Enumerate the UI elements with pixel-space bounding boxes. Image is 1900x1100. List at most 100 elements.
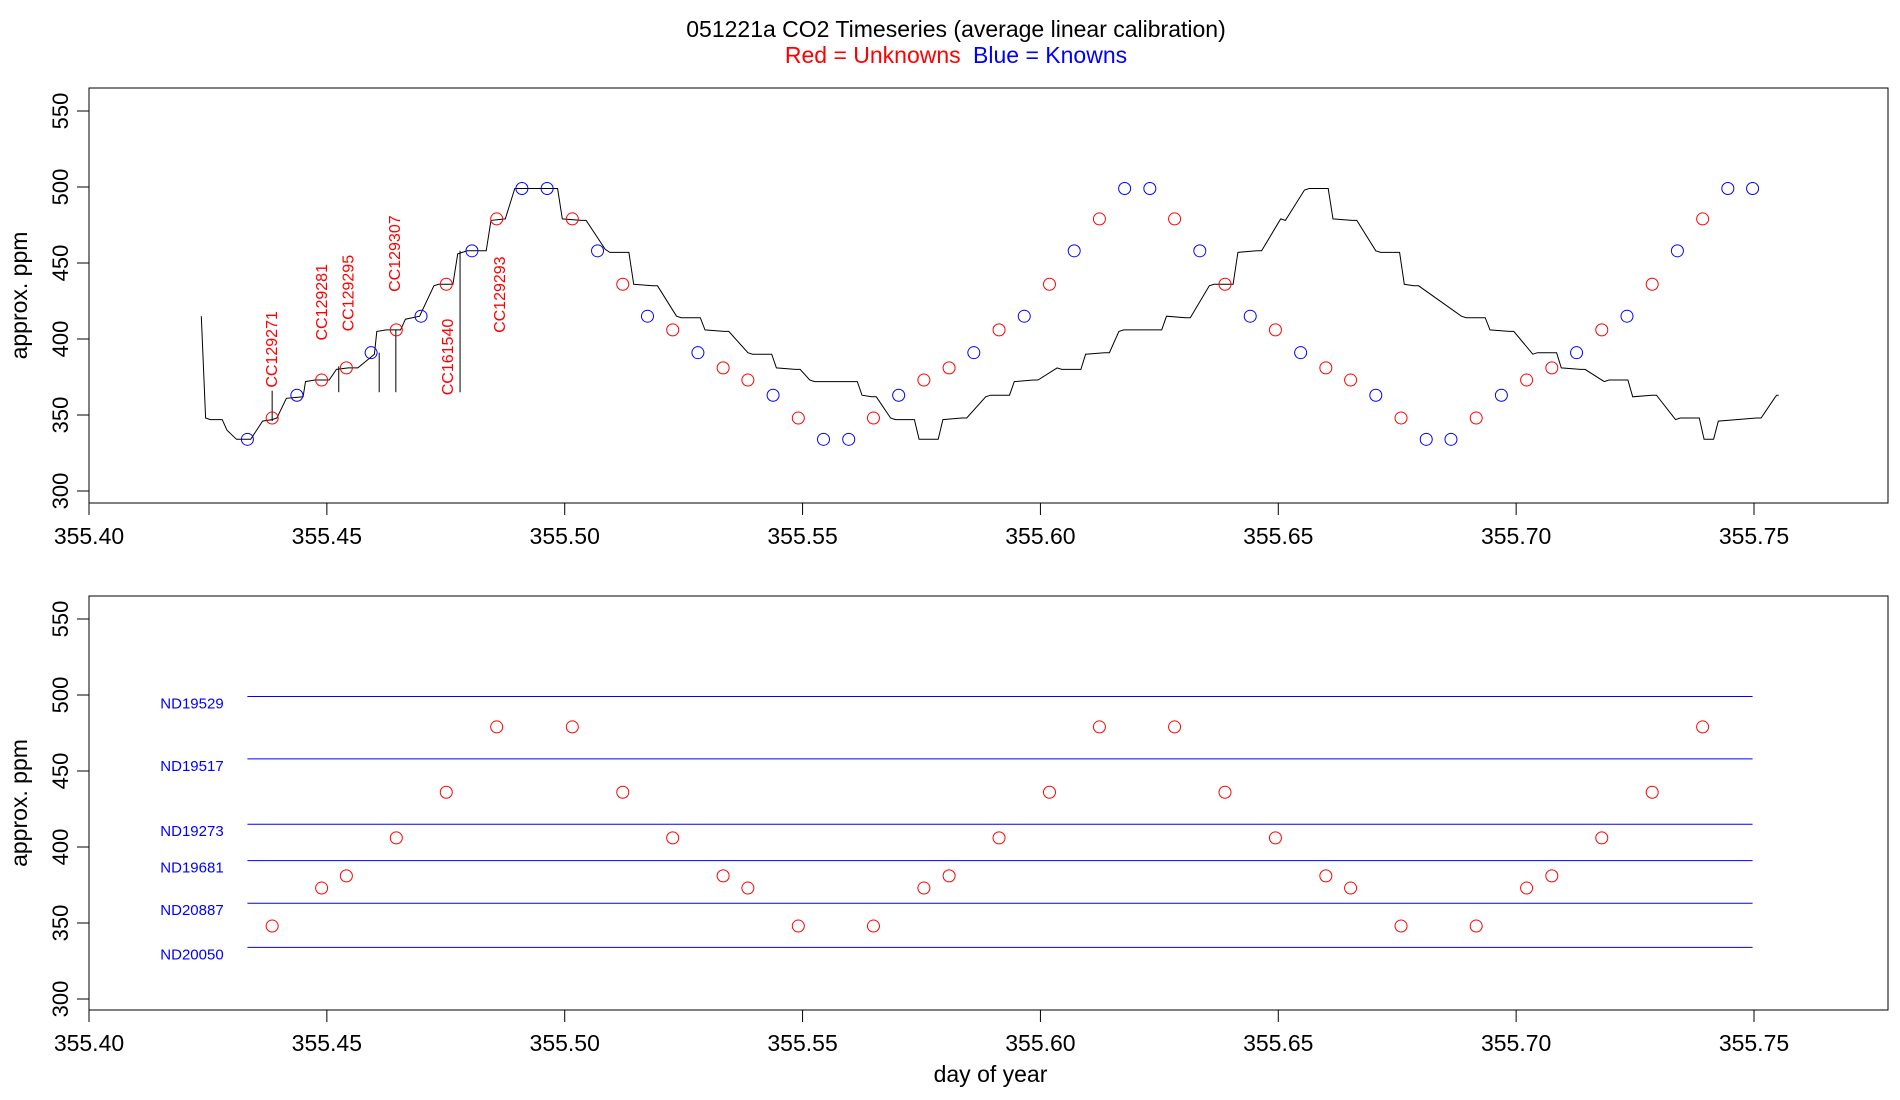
- unknown-point: [917, 881, 931, 895]
- known-point: [1570, 346, 1584, 360]
- unknown-point: [265, 919, 279, 933]
- unknown-point: [389, 831, 403, 845]
- unknown-point: [490, 212, 504, 226]
- known-point: [892, 388, 906, 402]
- known-reference-label: ND19681: [160, 860, 223, 877]
- unknown-point: [942, 869, 956, 883]
- unknown-point: [339, 869, 353, 883]
- x-tick-label: 355.40: [54, 523, 124, 549]
- unknown-point: [1092, 720, 1106, 734]
- known-point: [1243, 309, 1257, 323]
- unknown-point: [1469, 411, 1483, 425]
- known-point: [1746, 182, 1760, 196]
- unknown-point: [716, 869, 730, 883]
- unknown-point: [992, 323, 1006, 337]
- unknown-point: [1696, 212, 1710, 226]
- unknown-point: [992, 831, 1006, 845]
- y-tick-label: 350: [48, 905, 73, 942]
- unknown-point: [942, 361, 956, 375]
- sample-id-annotation: CC161540: [440, 319, 457, 396]
- unknown-point: [866, 411, 880, 425]
- figure-title: 051221a CO2 Timeseries (average linear c…: [686, 16, 1226, 42]
- x-tick-label: 355.55: [767, 523, 837, 549]
- known-reference-label: ND19529: [160, 696, 223, 713]
- x-tick-label: 355.75: [1719, 523, 1789, 549]
- known-point: [540, 182, 554, 196]
- figure-legend-subtitle: Red = Unknowns Blue = Knowns: [785, 42, 1127, 68]
- unknown-point: [1595, 831, 1609, 845]
- known-point: [240, 432, 254, 446]
- known-point: [691, 346, 705, 360]
- unknown-point: [490, 720, 504, 734]
- unknown-point: [666, 831, 680, 845]
- known-point: [1017, 309, 1031, 323]
- known-point: [766, 388, 780, 402]
- known-point: [465, 244, 479, 258]
- sample-id-annotation: CC129307: [387, 215, 404, 292]
- unknown-point: [917, 373, 931, 387]
- known-point: [967, 346, 981, 360]
- known-point: [842, 432, 856, 446]
- y-axis-label: approx. ppm: [6, 232, 32, 360]
- unknown-point: [339, 361, 353, 375]
- known-point: [1620, 309, 1634, 323]
- unknown-point: [1469, 919, 1483, 933]
- unknown-point: [1042, 277, 1056, 291]
- unknown-point: [1218, 277, 1232, 291]
- unknown-point: [1344, 373, 1358, 387]
- known-point: [364, 346, 378, 360]
- unknown-point: [1520, 881, 1534, 895]
- y-axis-label: approx. ppm: [6, 739, 32, 867]
- known-reference-label: ND19517: [160, 758, 223, 775]
- unknown-point: [389, 323, 403, 337]
- unknown-point: [1394, 919, 1408, 933]
- unknown-point: [315, 373, 329, 387]
- unknown-point: [1042, 785, 1056, 799]
- known-point: [1670, 244, 1684, 258]
- y-tick-label: 300: [48, 981, 73, 1018]
- legend-unknowns: Red = Unknowns: [785, 42, 961, 68]
- y-tick-label: 450: [48, 245, 73, 282]
- unknown-point: [1394, 411, 1408, 425]
- unknown-point: [1268, 831, 1282, 845]
- unknown-point: [791, 411, 805, 425]
- unknown-point: [265, 411, 279, 425]
- legend-knowns: Blue = Knowns: [973, 42, 1127, 68]
- x-tick-label: 355.75: [1719, 1030, 1789, 1056]
- unknown-point: [1268, 323, 1282, 337]
- unknown-point: [565, 720, 579, 734]
- x-tick-label: 355.55: [767, 1030, 837, 1056]
- known-point: [1419, 432, 1433, 446]
- y-tick-label: 450: [48, 753, 73, 790]
- unknown-point: [1168, 720, 1182, 734]
- known-point: [1494, 388, 1508, 402]
- y-tick-label: 500: [48, 169, 73, 206]
- unknown-point: [1344, 881, 1358, 895]
- y-tick-label: 400: [48, 321, 73, 358]
- plot-frame: [88, 87, 1889, 504]
- unknown-point: [1595, 323, 1609, 337]
- known-point: [1721, 182, 1735, 196]
- x-tick-label: 355.50: [530, 523, 600, 549]
- unknown-point: [741, 373, 755, 387]
- bottom-panel-unknowns-vs-knowns: 300 350 400 450 500 550 approx. ppm 355.40 355.4…: [6, 595, 1889, 1087]
- known-point: [1193, 244, 1207, 258]
- known-point: [1118, 182, 1132, 196]
- unknown-point: [741, 881, 755, 895]
- x-tick-label: 355.65: [1243, 1030, 1313, 1056]
- known-point: [640, 309, 654, 323]
- unknown-point: [1696, 720, 1710, 734]
- y-tick-label: 500: [48, 677, 73, 714]
- x-tick-label: 355.60: [1005, 523, 1075, 549]
- x-tick-label: 355.40: [54, 1030, 124, 1056]
- unknown-point: [1319, 869, 1333, 883]
- unknown-point: [866, 919, 880, 933]
- known-point: [515, 182, 529, 196]
- sample-id-annotation: CC129295: [340, 255, 357, 332]
- known-point: [1143, 182, 1157, 196]
- known-point: [1369, 388, 1383, 402]
- unknown-point: [1218, 785, 1232, 799]
- x-tick-label: 355.45: [292, 1030, 362, 1056]
- known-point: [1067, 244, 1081, 258]
